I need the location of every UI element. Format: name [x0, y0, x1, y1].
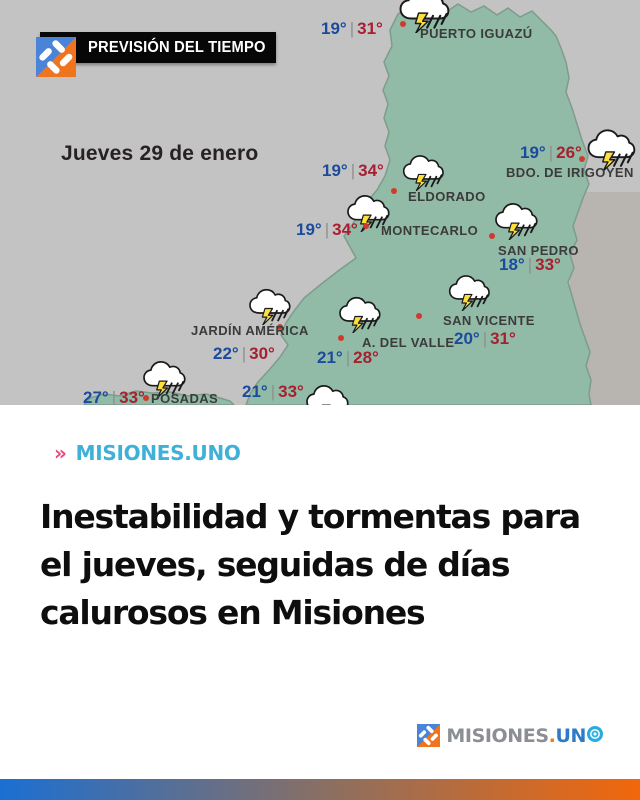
city-temps: 21° | 28°: [317, 348, 379, 367]
city-dot: [400, 21, 406, 27]
city-temps: 20° | 31°: [454, 329, 516, 348]
misiones-uno-square-logo-icon: [36, 37, 76, 77]
footer-brand-misiones: MISIONES: [446, 724, 549, 747]
storm-icon: [143, 361, 186, 398]
article-section: » MISIONES.UNO Inestabilidad y tormentas…: [0, 405, 640, 800]
city-dot: [489, 233, 495, 239]
city-label: A. DEL VALLE: [362, 335, 455, 350]
kicker-brand: MISIONES.UNO: [75, 441, 241, 465]
temp-min: 21°: [242, 382, 268, 401]
article-headline: Inestabilidad y tormentas para el jueves…: [40, 493, 625, 637]
footer-gradient-bar: [0, 779, 640, 800]
footer-brand-dot: .: [548, 724, 556, 747]
temp-min: 19°: [520, 143, 546, 162]
city-label: POSADAS: [151, 391, 219, 405]
city-label: MONTECARLO: [381, 223, 479, 238]
forecast-map-section: PREVISIÓN DEL TIEMPO Jueves 29 de enero …: [0, 0, 640, 405]
city-temps: 19° | 31°: [321, 19, 383, 38]
city-dot: [391, 188, 397, 194]
kicker-chevrons-icon: »: [54, 441, 67, 465]
city-temps: 19° | 34°: [296, 220, 358, 239]
storm-icon: [448, 275, 490, 311]
storm-icon: [306, 385, 349, 405]
temp-max: 26°: [556, 143, 582, 162]
storm-icon: [587, 129, 636, 171]
temp-max: 28°: [353, 348, 379, 367]
city-label: SAN PEDRO: [498, 243, 579, 258]
footer-brand-un: UN: [555, 724, 586, 747]
storm-icon: [495, 203, 538, 240]
temp-min: 22°: [213, 344, 239, 363]
city-dot: [143, 395, 149, 401]
temp-min: 20°: [454, 329, 480, 348]
city-label: SAN VICENTE: [443, 313, 535, 328]
city-dot: [363, 223, 369, 229]
city-dot: [579, 156, 585, 162]
city-dot: [338, 335, 344, 341]
city-label: PUERTO IGUAZÚ: [420, 26, 533, 41]
forecast-banner: PREVISIÓN DEL TIEMPO: [36, 32, 276, 77]
temp-max: 31°: [357, 19, 383, 38]
temp-max: 34°: [358, 161, 384, 180]
temp-max: 31°: [490, 329, 516, 348]
temp-min: 21°: [317, 348, 343, 367]
temp-min: 19°: [321, 19, 347, 38]
storm-icon: [339, 296, 381, 333]
city-dot: [416, 313, 422, 319]
temp-max: 30°: [249, 344, 275, 363]
headline-line: calurosos en Misiones: [40, 593, 426, 632]
forecast-date: Jueves 29 de enero: [61, 142, 259, 165]
headline-line: el jueves, seguidas de días: [40, 545, 511, 584]
temp-min: 18°: [499, 255, 525, 274]
storm-icon: [399, 0, 450, 33]
site-kicker: » MISIONES.UNO: [54, 441, 241, 465]
city-label: BDO. DE IRIGOYEN: [506, 165, 634, 180]
temp-max: 33°: [535, 255, 561, 274]
city-dot: [277, 324, 283, 330]
city-label: JARDÍN AMÉRICA: [191, 323, 309, 338]
misiones-uno-square-logo-icon: [417, 724, 441, 747]
city-temps: 19° | 26°: [520, 143, 582, 162]
storm-icon: [402, 155, 444, 191]
city-temps: 22° | 30°: [213, 344, 275, 363]
posadas-peninsula-shape: [83, 390, 236, 405]
city-temps: 27° | 33°: [83, 388, 145, 406]
headline-line: Inestabilidad y tormentas para: [40, 497, 581, 536]
footer-wordmark: MISIONES.UNO: [446, 725, 603, 747]
footer-brand-o-ring-icon: O: [587, 725, 603, 742]
city-temps: 21° | 33°: [242, 382, 304, 401]
temp-min: 27°: [83, 388, 109, 406]
temp-max: 33°: [278, 382, 304, 401]
footer-brand-logo: MISIONES.UNO: [417, 724, 603, 747]
temp-min: 19°: [322, 161, 348, 180]
temp-max: 33°: [119, 388, 145, 406]
temp-min: 19°: [296, 220, 322, 239]
city-label: ELDORADO: [408, 189, 486, 204]
banner-title: PREVISIÓN DEL TIEMPO: [88, 38, 266, 56]
temp-max: 34°: [332, 220, 358, 239]
city-temps: 19° | 34°: [322, 161, 384, 180]
city-temps: 18° | 33°: [499, 255, 561, 274]
storm-icon: [249, 288, 291, 325]
